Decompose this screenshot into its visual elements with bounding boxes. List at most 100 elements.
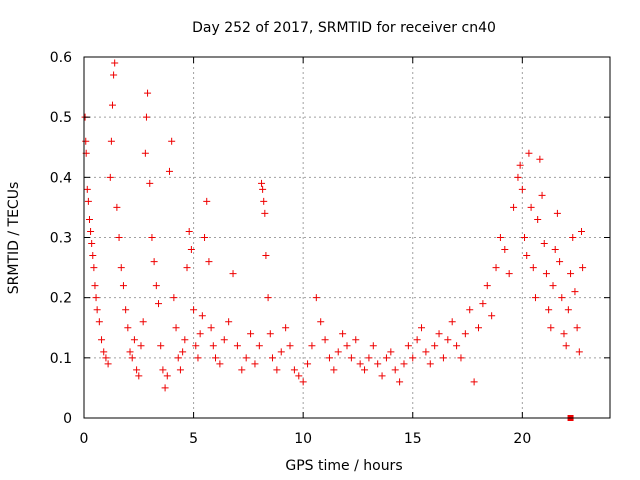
data-point <box>295 372 303 380</box>
data-point <box>209 342 217 350</box>
data-point <box>578 227 586 235</box>
data-point <box>396 378 404 386</box>
data-point <box>579 264 587 272</box>
data-point <box>176 366 184 374</box>
data-point <box>426 360 434 368</box>
data-point <box>347 354 355 362</box>
data-point <box>435 330 443 338</box>
data-points <box>81 59 587 421</box>
data-point <box>534 215 542 223</box>
data-point <box>142 113 150 121</box>
data-point <box>161 384 169 392</box>
data-point <box>233 342 241 350</box>
data-point <box>492 264 500 272</box>
data-point <box>564 306 572 314</box>
data-point <box>229 270 237 278</box>
data-point <box>262 252 270 260</box>
data-point <box>461 330 469 338</box>
data-point <box>84 197 92 205</box>
data-point <box>137 342 145 350</box>
data-point <box>139 318 147 326</box>
data-point <box>174 354 182 362</box>
data-point <box>83 185 91 193</box>
plot-frame <box>83 56 611 419</box>
data-point <box>527 203 535 211</box>
data-point <box>220 336 228 344</box>
data-point <box>444 336 452 344</box>
data-point <box>242 354 250 362</box>
x-tick-label: 15 <box>404 431 422 447</box>
data-point <box>212 354 219 362</box>
y-tick-label: 0.4 <box>50 170 72 186</box>
data-point <box>203 197 211 205</box>
data-point <box>551 246 559 254</box>
data-point <box>122 306 130 314</box>
y-tick-label: 0.3 <box>50 231 72 247</box>
data-point <box>488 312 496 320</box>
data-point <box>165 167 173 175</box>
data-point <box>542 270 550 278</box>
data-point <box>361 366 369 374</box>
data-point <box>431 342 439 350</box>
data-point <box>133 366 141 374</box>
data-point <box>413 336 421 344</box>
data-point <box>205 258 213 266</box>
data-point <box>170 294 178 302</box>
data-point <box>100 348 108 356</box>
ticks: 0 0.1 0.2 0.3 0.4 0.5 0.6 0 5 10 15 20 <box>50 50 610 447</box>
data-point <box>259 185 267 193</box>
data-point <box>439 354 447 362</box>
data-point <box>92 294 100 302</box>
data-point <box>85 215 93 223</box>
data-point <box>479 300 487 308</box>
data-point <box>106 173 114 181</box>
data-point <box>282 324 290 332</box>
data-point <box>268 354 276 362</box>
data-point <box>150 258 158 266</box>
data-point <box>225 318 233 326</box>
data-point <box>207 324 215 332</box>
data-point <box>325 354 333 362</box>
data-point <box>422 348 430 356</box>
data-point <box>529 264 537 272</box>
data-point <box>365 354 373 362</box>
data-point <box>308 342 316 350</box>
y-tick-label: 0.5 <box>50 110 72 126</box>
data-point <box>466 306 474 314</box>
y-tick-label: 0.1 <box>50 351 72 367</box>
data-point <box>312 294 320 302</box>
data-point <box>404 342 412 350</box>
data-point <box>505 270 513 278</box>
data-point <box>144 89 152 97</box>
data-point <box>190 306 198 314</box>
data-point <box>567 270 575 278</box>
data-point <box>453 342 461 350</box>
data-point <box>179 348 187 356</box>
data-point <box>135 372 143 380</box>
data-point <box>264 294 272 302</box>
data-point <box>148 234 156 241</box>
data-point <box>247 330 255 338</box>
data-point <box>521 234 529 241</box>
data-point <box>531 294 539 302</box>
data-point <box>483 282 491 290</box>
data-point <box>194 354 202 362</box>
data-point <box>553 209 561 217</box>
data-point <box>575 348 583 356</box>
data-point <box>400 360 408 368</box>
data-point <box>352 336 360 344</box>
data-point <box>560 330 568 338</box>
data-point <box>501 246 509 254</box>
data-point <box>545 306 553 314</box>
data-point <box>117 264 125 272</box>
x-tick-label: 5 <box>189 431 198 447</box>
data-point <box>418 324 426 332</box>
data-point <box>387 348 395 356</box>
data-point <box>496 234 504 241</box>
data-point <box>192 342 200 350</box>
data-point <box>510 203 518 211</box>
data-point <box>536 155 544 163</box>
data-point <box>251 360 259 368</box>
data-point <box>457 354 465 362</box>
data-point <box>168 137 176 145</box>
